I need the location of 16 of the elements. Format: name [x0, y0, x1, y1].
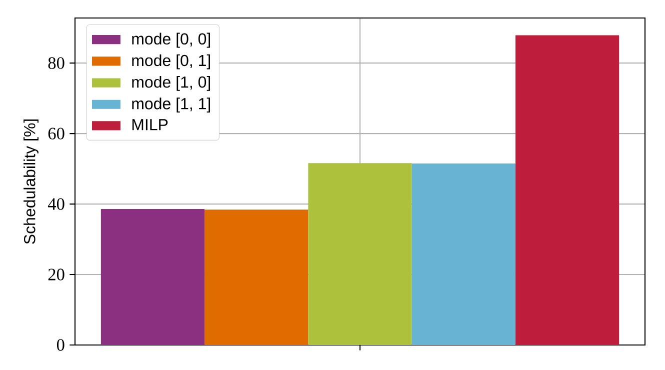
legend-label: MILP [132, 119, 168, 130]
y-tick-label: 0 [56, 339, 64, 351]
legend-label: mode [0, 1] [132, 54, 210, 70]
bar [412, 164, 516, 345]
legend-label: mode [0, 0] [132, 32, 210, 48]
y-tick-label: 60 [48, 128, 64, 140]
bar [204, 210, 308, 345]
legend-label: mode [1, 1] [132, 98, 210, 112]
y-tick-label: 80 [48, 57, 64, 69]
y-tick-label: 40 [48, 198, 64, 210]
bar [515, 35, 620, 345]
y-tick-label: 20 [48, 268, 64, 280]
bar [100, 208, 205, 345]
bar [308, 163, 412, 345]
legend-label: mode [1, 0] [132, 76, 210, 91]
y-axis-title: Schedulability [%] [24, 120, 38, 244]
